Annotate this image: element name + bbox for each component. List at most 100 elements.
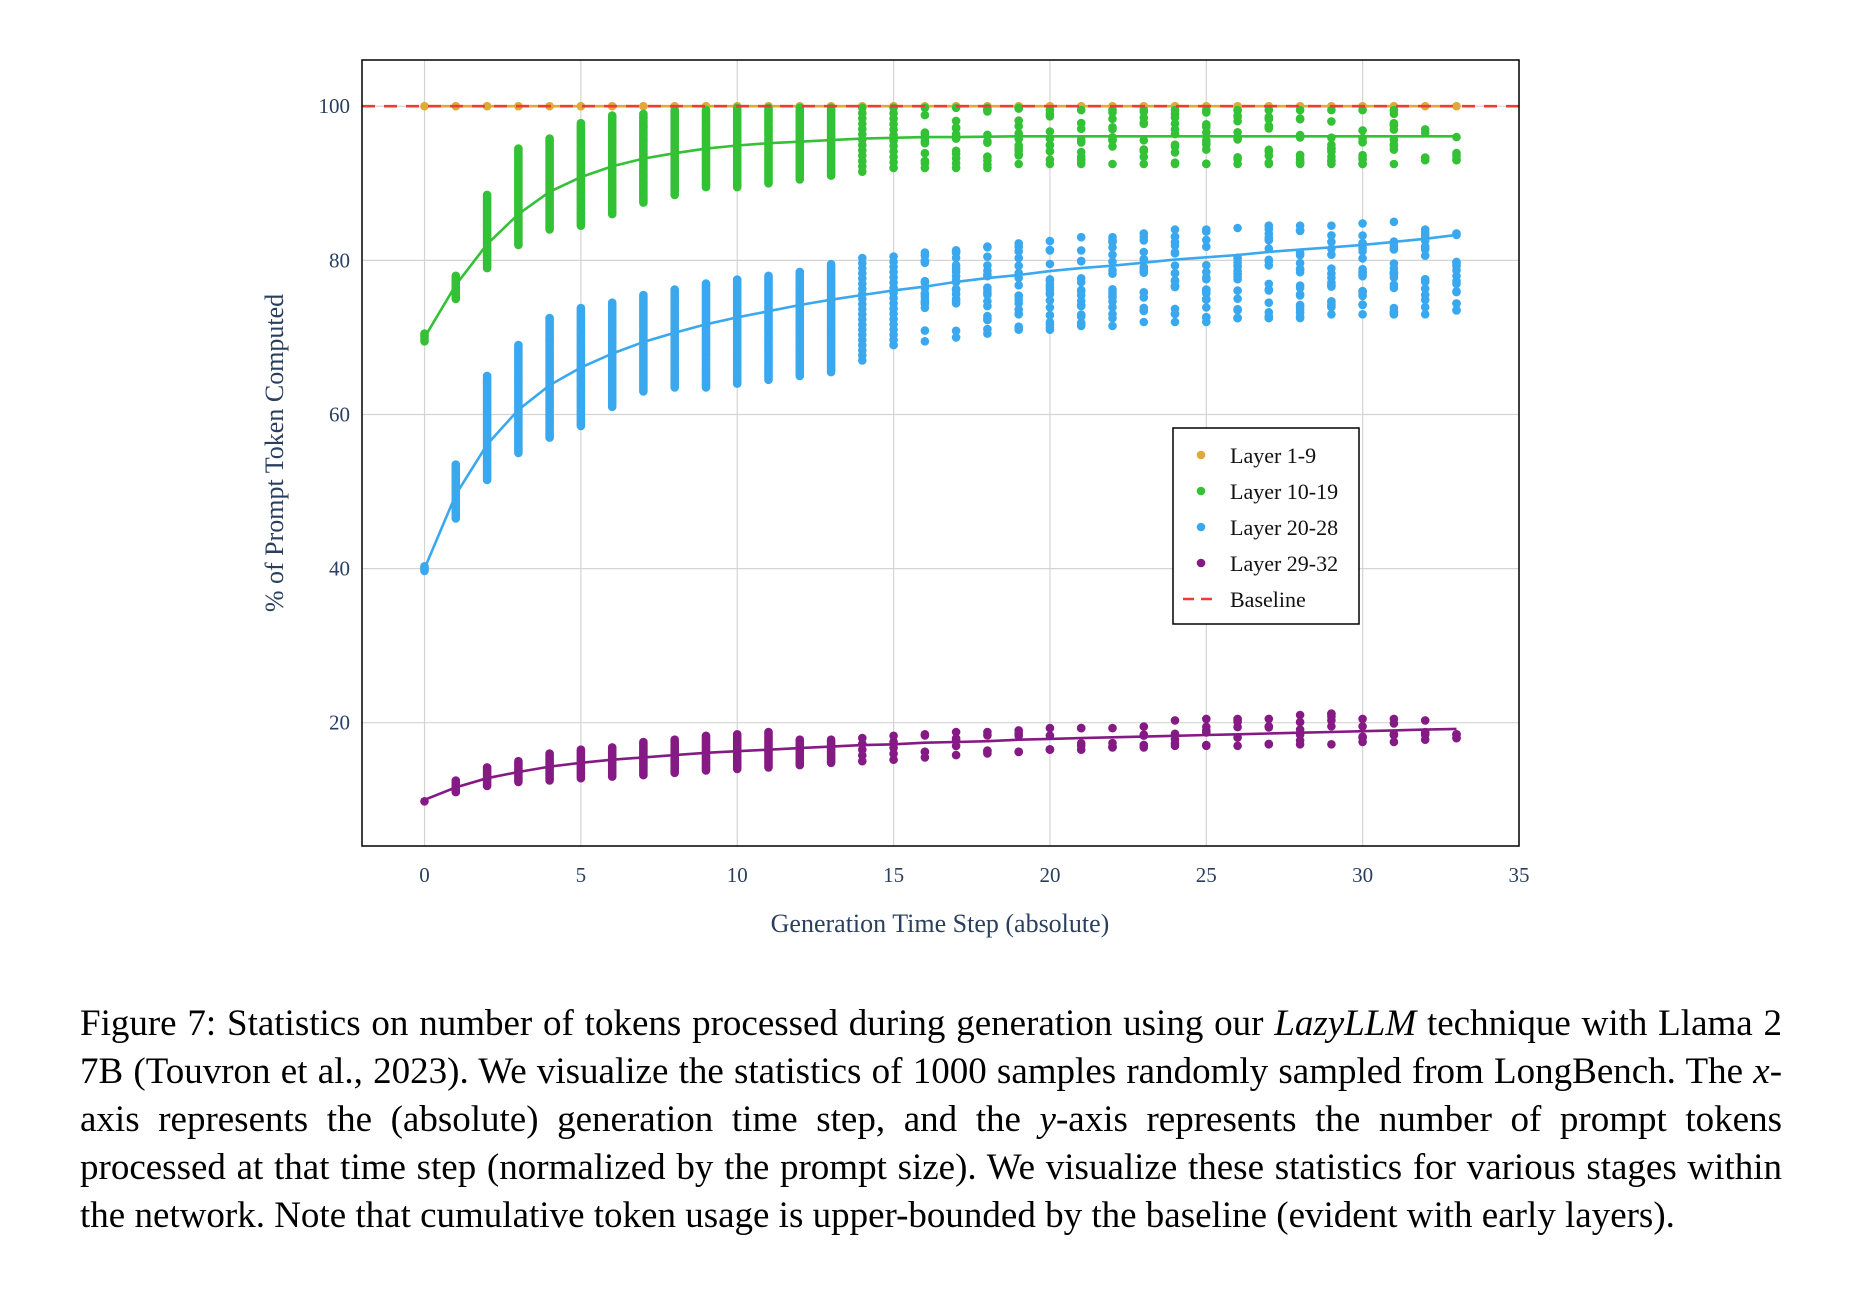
data-point	[1327, 264, 1336, 273]
caption-text-1: Statistics on number of tokens processed…	[227, 1003, 1264, 1044]
data-point	[1014, 239, 1023, 248]
data-point	[1170, 317, 1180, 327]
data-point	[1139, 317, 1149, 327]
data-point	[1420, 242, 1430, 252]
data-point	[576, 118, 586, 128]
data-point	[514, 144, 523, 153]
data-point	[920, 326, 930, 335]
data-point	[1233, 733, 1242, 742]
data-point	[1295, 717, 1305, 727]
data-point	[1108, 159, 1117, 169]
data-point	[858, 103, 867, 113]
data-point	[1389, 105, 1399, 115]
data-point	[1233, 134, 1242, 143]
data-point	[1389, 125, 1399, 134]
data-point	[1420, 225, 1430, 234]
y-axis-title: % of Prompt Token Computed	[260, 294, 289, 612]
data-point	[1264, 229, 1274, 238]
data-point	[1452, 155, 1461, 164]
figure: 0 5 10 15 20 25 30 35 20 40 60 80 100 Generation Ti…	[260, 59, 1530, 938]
data-point	[951, 154, 961, 163]
data-point	[1202, 289, 1211, 298]
data-point	[1202, 225, 1211, 234]
data-point	[1295, 158, 1305, 168]
data-point	[1139, 740, 1149, 750]
y-tick-label: 40	[329, 557, 350, 581]
data-point	[1045, 245, 1055, 255]
data-point	[1295, 221, 1305, 230]
data-point	[1076, 232, 1086, 242]
caption-technique-name: LazyLLM	[1274, 1003, 1417, 1044]
x-tick-label: 20	[1039, 863, 1060, 887]
data-point	[420, 329, 429, 338]
caption-text-2: technique with Llama 2 7B (Touvron et al…	[80, 1003, 1782, 1092]
data-point	[1233, 313, 1242, 323]
fit-curve	[423, 233, 1457, 570]
data-point	[920, 128, 930, 137]
data-point	[1139, 730, 1149, 739]
data-point	[1014, 281, 1023, 290]
data-point	[1076, 319, 1086, 328]
data-point	[1233, 128, 1242, 137]
data-point	[826, 735, 836, 744]
data-point	[1358, 291, 1367, 301]
data-point	[1202, 740, 1211, 750]
data-point	[1327, 221, 1336, 230]
data-point	[1045, 276, 1055, 286]
data-point	[1014, 295, 1023, 305]
data-point	[514, 756, 523, 766]
data-point	[1202, 120, 1211, 129]
data-point	[826, 103, 836, 113]
data-point	[1327, 133, 1336, 142]
data-point	[1327, 250, 1336, 259]
data-point	[1389, 737, 1399, 747]
data-point	[1139, 247, 1149, 257]
data-point	[701, 279, 711, 288]
data-point	[1358, 271, 1367, 281]
data-point	[1358, 733, 1367, 743]
data-point	[1233, 274, 1242, 284]
data-points	[420, 101, 1461, 806]
data-point	[1327, 105, 1336, 115]
data-point	[1045, 731, 1055, 740]
figure-caption: Figure 7: Statistics on number of tokens…	[80, 1000, 1782, 1240]
data-point	[1389, 237, 1399, 246]
data-point	[1045, 296, 1055, 305]
data-point	[1264, 235, 1274, 244]
data-point	[1420, 251, 1430, 260]
data-point	[1108, 269, 1117, 279]
plot-frame	[361, 59, 1520, 847]
data-point	[607, 298, 617, 308]
data-point	[1076, 147, 1086, 157]
data-point	[1295, 710, 1305, 720]
data-point	[920, 296, 930, 305]
data-point	[1264, 244, 1274, 253]
data-point	[1264, 221, 1274, 230]
data-point	[1233, 105, 1242, 115]
data-point	[1327, 152, 1336, 161]
data-point	[1170, 261, 1180, 270]
data-point	[1389, 259, 1399, 268]
data-point	[795, 735, 805, 744]
data-point	[701, 105, 711, 115]
caption-figure-label: Figure 7:	[80, 1003, 217, 1044]
data-point	[920, 148, 930, 158]
x-axis-title: Generation Time Step (absolute)	[771, 909, 1110, 938]
data-point	[639, 101, 648, 111]
data-point	[983, 727, 992, 737]
data-point	[1327, 709, 1336, 718]
data-point	[1327, 278, 1336, 287]
data-point	[1045, 320, 1055, 329]
data-point	[482, 190, 492, 200]
x-tick-label: 25	[1196, 863, 1217, 887]
data-point	[1295, 248, 1305, 258]
scatter-chart: 0 5 10 15 20 25 30 35 20 40 60 80 100 Generation Ti…	[260, 59, 1530, 938]
data-point	[1202, 273, 1211, 282]
data-point	[1327, 237, 1336, 247]
data-point	[1327, 231, 1336, 240]
data-point	[1108, 309, 1117, 319]
data-point	[1233, 253, 1242, 262]
data-point	[889, 749, 898, 758]
data-point	[1452, 730, 1461, 739]
data-point	[1264, 286, 1274, 295]
